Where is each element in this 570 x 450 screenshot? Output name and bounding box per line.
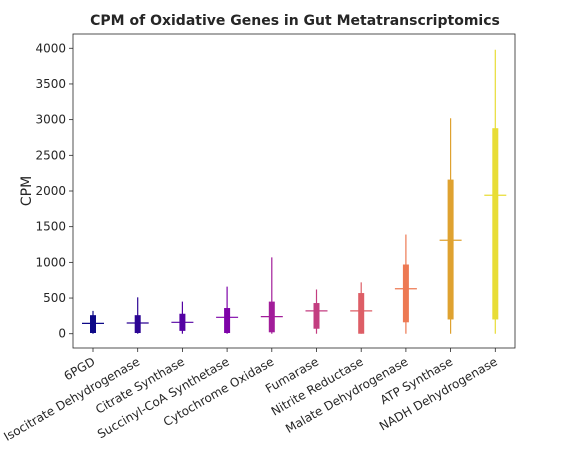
y-axis: 0 500 1000 1500 2000 2500 3000 3500 4000 bbox=[35, 41, 73, 341]
box-iqr bbox=[313, 303, 320, 329]
y-tick-label: 1500 bbox=[35, 220, 66, 234]
y-tick-label: 3500 bbox=[35, 77, 66, 91]
y-tick-label: 2000 bbox=[35, 184, 66, 198]
box-2 bbox=[126, 297, 149, 334]
box-iqr bbox=[447, 179, 454, 320]
box-8 bbox=[394, 234, 417, 334]
box-10 bbox=[484, 49, 507, 334]
box-6 bbox=[305, 289, 328, 334]
y-tick-label: 500 bbox=[43, 291, 66, 305]
box-iqr bbox=[402, 264, 409, 323]
y-axis-label: CPM bbox=[19, 176, 35, 206]
box-7 bbox=[350, 282, 373, 334]
y-tick-label: 1000 bbox=[35, 255, 66, 269]
box-3 bbox=[171, 301, 194, 334]
box-iqr bbox=[224, 308, 231, 334]
box-1 bbox=[82, 310, 104, 334]
box-iqr bbox=[134, 315, 141, 334]
y-tick-label: 4000 bbox=[35, 41, 66, 55]
box-iqr bbox=[90, 315, 96, 334]
box-iqr bbox=[492, 128, 499, 320]
y-tick-label: 3000 bbox=[35, 113, 66, 127]
y-tick-label: 2500 bbox=[35, 148, 66, 162]
box-iqr bbox=[358, 293, 365, 334]
chart-title: CPM of Oxidative Genes in Gut Metatransc… bbox=[90, 13, 500, 29]
box-9 bbox=[439, 118, 462, 334]
y-tick-label: 0 bbox=[58, 327, 66, 341]
box-5 bbox=[260, 257, 283, 334]
boxes bbox=[82, 49, 507, 334]
box-4 bbox=[216, 286, 239, 334]
